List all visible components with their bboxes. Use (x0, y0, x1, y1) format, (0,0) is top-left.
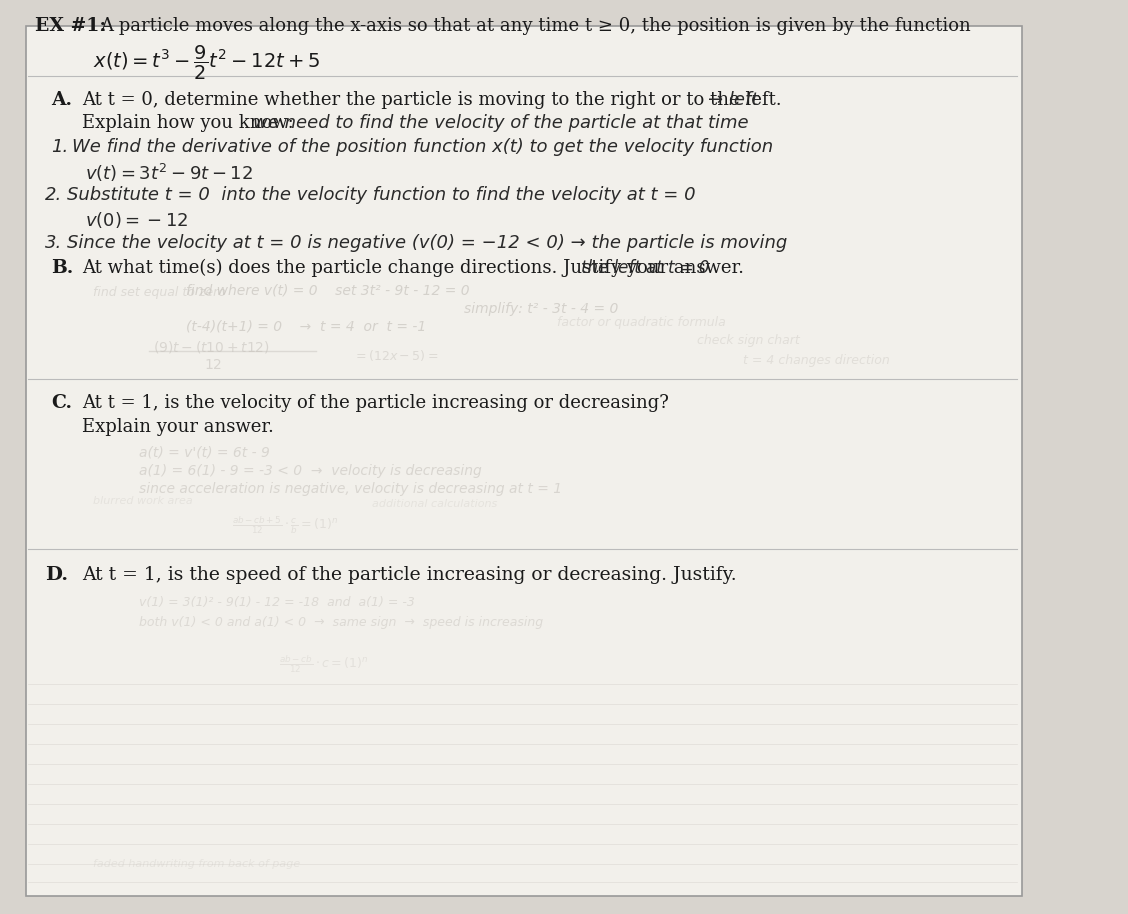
FancyBboxPatch shape (26, 26, 1022, 896)
Text: A.: A. (51, 91, 72, 109)
Text: $v(0) = -12$: $v(0) = -12$ (86, 210, 190, 230)
Text: At t = 0, determine whether the particle is moving to the right or to the left.: At t = 0, determine whether the particle… (81, 91, 782, 109)
Text: At t = 1, is the velocity of the particle increasing or decreasing?: At t = 1, is the velocity of the particl… (81, 394, 669, 412)
Text: v(1) = 3(1)² - 9(1) - 12 = -18  and  a(1) = -3: v(1) = 3(1)² - 9(1) - 12 = -18 and a(1) … (140, 596, 415, 609)
Text: a(1) = 6(1) - 9 = -3 < 0  →  velocity is decreasing: a(1) = 6(1) - 9 = -3 < 0 → velocity is d… (140, 464, 482, 478)
Text: B.: B. (51, 259, 73, 277)
Text: C.: C. (51, 394, 72, 412)
Text: t = 4 changes direction: t = 4 changes direction (743, 354, 890, 367)
Text: we need to find the velocity of the particle at that time: we need to find the velocity of the part… (253, 114, 748, 132)
Text: check sign chart: check sign chart (697, 334, 800, 347)
Text: 3.: 3. (45, 234, 62, 252)
Text: faded handwriting from back of page: faded handwriting from back of page (92, 859, 300, 869)
Text: EX #1:: EX #1: (35, 17, 107, 35)
Text: 1.: 1. (51, 138, 69, 156)
Text: Since the velocity at t = 0 is negative (v(0) = −12 < 0) → the particle is movin: Since the velocity at t = 0 is negative … (67, 234, 787, 252)
Text: blurred work area: blurred work area (92, 496, 193, 506)
Text: $= (12x - 5) =$: $= (12x - 5) =$ (353, 348, 439, 363)
Text: We find the derivative of the position function x(t) to get the velocity functio: We find the derivative of the position f… (72, 138, 774, 156)
Text: simplify: t² - 3t - 4 = 0: simplify: t² - 3t - 4 = 0 (465, 302, 619, 316)
Text: → left: → left (707, 91, 758, 109)
Text: $v(t) = 3t^2 - 9t - 12$: $v(t) = 3t^2 - 9t - 12$ (86, 162, 254, 184)
Text: Explain your answer.: Explain your answer. (81, 418, 274, 436)
Text: At what time(s) does the particle change directions. Justify your answer.: At what time(s) does the particle change… (81, 259, 743, 277)
Text: 2.: 2. (45, 186, 62, 204)
Text: (t-4)(t+1) = 0    →  t = 4  or  t = -1: (t-4)(t+1) = 0 → t = 4 or t = -1 (186, 319, 426, 333)
Text: At t = 1, is the speed of the particle increasing or decreasing. Justify.: At t = 1, is the speed of the particle i… (81, 566, 737, 584)
Text: Substitute t = 0  into the velocity function to find the velocity at t = 0: Substitute t = 0 into the velocity funct… (67, 186, 696, 204)
Text: find where v(t) = 0    set 3t² - 9t - 12 = 0: find where v(t) = 0 set 3t² - 9t - 12 = … (186, 284, 469, 298)
Text: $x(t) = t^3 - \dfrac{9}{2}t^2 - 12t + 5$: $x(t) = t^3 - \dfrac{9}{2}t^2 - 12t + 5$ (92, 44, 320, 82)
Text: find set equal to zero: find set equal to zero (92, 286, 226, 299)
Text: D.: D. (45, 566, 68, 584)
Text: $12$: $12$ (204, 358, 222, 372)
Text: additional calculations: additional calculations (371, 499, 496, 509)
Text: $\frac{ab - cb}{12} \cdot c = (1)^n$: $\frac{ab - cb}{12} \cdot c = (1)^n$ (279, 654, 368, 675)
Text: both v(1) < 0 and a(1) < 0  →  same sign  →  speed is increasing: both v(1) < 0 and a(1) < 0 → same sign →… (140, 616, 544, 629)
Text: since acceleration is negative, velocity is decreasing at t = 1: since acceleration is negative, velocity… (140, 482, 563, 496)
Text: the left at t = 0: the left at t = 0 (581, 259, 710, 277)
Text: $(9)t - (t10 + t12)$: $(9)t - (t10 + t12)$ (153, 339, 271, 355)
Text: factor or quadratic formula: factor or quadratic formula (557, 316, 726, 329)
Text: a(t) = v'(t) = 6t - 9: a(t) = v'(t) = 6t - 9 (140, 446, 271, 460)
Text: A particle moves along the x-axis so that at any time t ≥ 0, the position is giv: A particle moves along the x-axis so tha… (100, 17, 971, 35)
Text: Explain how you know:: Explain how you know: (81, 114, 293, 132)
Text: $\frac{ab - cb + 5}{12} \cdot \frac{c}{b} = (1)^n$: $\frac{ab - cb + 5}{12} \cdot \frac{c}{b… (232, 514, 338, 536)
